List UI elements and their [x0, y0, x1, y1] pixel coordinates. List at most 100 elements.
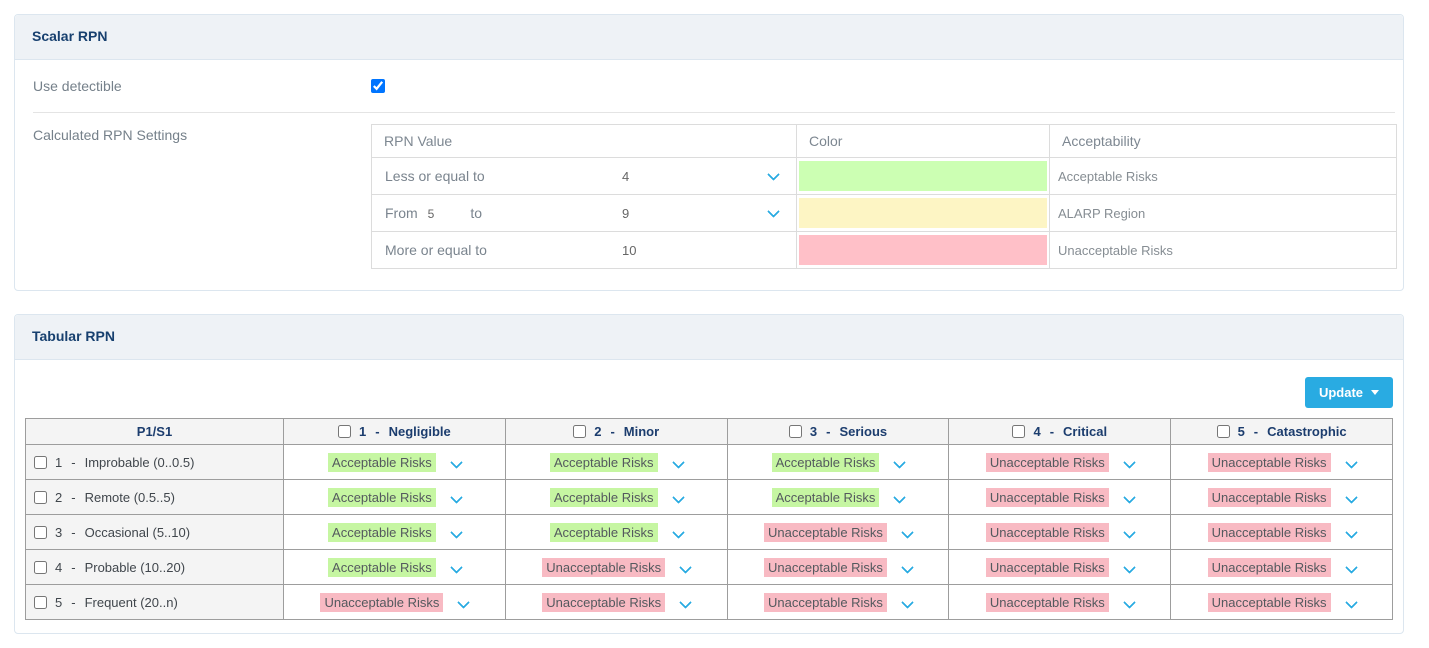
chevron-down-icon[interactable]	[901, 525, 914, 539]
use-detectible-label: Use detectible	[33, 78, 122, 94]
risk-badge[interactable]: Unacceptable Risks	[542, 557, 666, 577]
tabular-rpn-panel: Tabular RPN Update P1/S1 1- Negligible	[14, 314, 1404, 634]
chevron-down-icon[interactable]	[901, 560, 914, 574]
risk-badge[interactable]: Unacceptable Risks	[985, 592, 1109, 612]
risk-badge[interactable]: Acceptable Risks	[549, 452, 658, 472]
risk-badge[interactable]: Acceptable Risks	[771, 452, 880, 472]
row-select-checkbox[interactable]	[34, 490, 47, 504]
rpn-settings-table: RPN Value Color Acceptability Less or eq…	[371, 124, 1397, 269]
risk-badge[interactable]: Unacceptable Risks	[1207, 487, 1331, 507]
update-button-label: Update	[1318, 385, 1363, 400]
row-select-checkbox[interactable]	[34, 455, 47, 469]
color-swatch[interactable]	[799, 198, 1047, 228]
column-select-checkbox[interactable]	[788, 425, 802, 438]
update-button[interactable]: Update	[1304, 377, 1393, 408]
separator: -	[1049, 424, 1055, 439]
rpn-threshold-value[interactable]: 10	[622, 242, 637, 258]
matrix-cell: Unacceptable Risks	[1170, 514, 1393, 550]
risk-badge[interactable]: Unacceptable Risks	[542, 592, 666, 612]
chevron-down-icon[interactable]	[1122, 490, 1136, 504]
chevron-down-icon[interactable]	[767, 167, 780, 181]
risk-badge[interactable]: Unacceptable Risks	[764, 522, 887, 542]
matrix-row-probable: 4- Probable (10..20) Acceptable Risks Una…	[25, 549, 1393, 585]
row-select-checkbox[interactable]	[34, 525, 47, 539]
row-select-checkbox[interactable]	[34, 595, 47, 609]
risk-badge[interactable]: Acceptable Risks	[328, 487, 436, 507]
matrix-cell: Acceptable Risks	[726, 444, 950, 480]
chevron-down-icon[interactable]	[1122, 595, 1136, 609]
calculated-rpn-settings-label: Calculated RPN Settings	[33, 127, 188, 143]
risk-badge[interactable]: Unacceptable Risks	[985, 557, 1109, 577]
chevron-down-icon[interactable]	[901, 595, 914, 609]
settings-row-more-or-equal: More or equal to 10 Unacceptable Risks	[371, 231, 1397, 269]
chevron-down-icon[interactable]	[449, 525, 463, 539]
chevron-down-icon[interactable]	[679, 595, 693, 609]
chevron-down-icon[interactable]	[1344, 595, 1358, 609]
chevron-down-icon[interactable]	[457, 595, 471, 609]
risk-badge[interactable]: Unacceptable Risks	[985, 522, 1109, 542]
chevron-down-icon[interactable]	[449, 560, 463, 574]
separator: -	[71, 559, 76, 575]
risk-badge[interactable]: Unacceptable Risks	[1207, 592, 1331, 612]
risk-badge[interactable]: Unacceptable Risks	[764, 592, 887, 612]
matrix-cell: Acceptable Risks	[504, 479, 728, 515]
calculated-rpn-settings-row: Calculated RPN Settings RPN Value Color …	[33, 113, 1397, 290]
matrix-cell: Unacceptable Risks	[1170, 479, 1393, 515]
matrix-cell: Unacceptable Risks	[948, 549, 1172, 585]
risk-badge[interactable]: Acceptable Risks	[328, 522, 436, 542]
matrix-cell: Unacceptable Risks	[283, 584, 506, 620]
column-select-checkbox[interactable]	[1012, 425, 1026, 438]
chevron-down-icon[interactable]	[671, 525, 685, 539]
risk-badge[interactable]: Acceptable Risks	[328, 557, 436, 577]
column-select-checkbox[interactable]	[338, 425, 352, 438]
acceptability-column-header: Acceptability	[1049, 124, 1397, 158]
chevron-down-icon[interactable]	[1344, 560, 1358, 574]
column-header-negligible: 1- Negligible	[283, 418, 506, 445]
scalar-rpn-panel-header: Scalar RPN	[15, 15, 1403, 60]
matrix-cell: Acceptable Risks	[283, 479, 506, 515]
chevron-down-icon[interactable]	[1344, 455, 1358, 469]
risk-badge[interactable]: Unacceptable Risks	[1207, 557, 1331, 577]
risk-badge[interactable]: Acceptable Risks	[549, 522, 658, 542]
chevron-down-icon[interactable]	[893, 490, 907, 504]
color-swatch[interactable]	[799, 235, 1047, 265]
rpn-threshold-value[interactable]: 4	[622, 168, 630, 184]
chevron-down-icon[interactable]	[449, 490, 463, 504]
risk-badge[interactable]: Unacceptable Risks	[764, 557, 887, 577]
chevron-down-icon[interactable]	[1122, 455, 1136, 469]
chevron-down-icon[interactable]	[671, 490, 685, 504]
chevron-down-icon[interactable]	[1344, 490, 1358, 504]
matrix-cell: Unacceptable Risks	[504, 549, 728, 585]
risk-badge[interactable]: Unacceptable Risks	[985, 452, 1109, 472]
rpn-threshold-value[interactable]: 9	[622, 205, 630, 221]
chevron-down-icon[interactable]	[1344, 525, 1358, 539]
rpn-from-value[interactable]: 5	[427, 207, 435, 221]
chevron-down-icon[interactable]	[679, 560, 693, 574]
chevron-down-icon[interactable]	[1122, 560, 1136, 574]
matrix-cell: Unacceptable Risks	[948, 444, 1172, 480]
column-select-checkbox[interactable]	[573, 425, 587, 438]
chevron-down-icon[interactable]	[767, 204, 780, 218]
use-detectible-checkbox[interactable]	[371, 79, 385, 93]
matrix-row-improbable: 1- Improbable (0..0.5) Acceptable Risks A…	[25, 444, 1393, 480]
color-swatch[interactable]	[799, 161, 1047, 191]
risk-badge[interactable]: Acceptable Risks	[771, 487, 880, 507]
matrix-cell: Unacceptable Risks	[504, 584, 728, 620]
matrix-cell: Unacceptable Risks	[1170, 549, 1393, 585]
chevron-down-icon[interactable]	[893, 455, 907, 469]
risk-badge[interactable]: Acceptable Risks	[549, 487, 658, 507]
scalar-rpn-title: Scalar RPN	[32, 28, 108, 44]
chevron-down-icon[interactable]	[449, 455, 463, 469]
risk-badge[interactable]: Unacceptable Risks	[985, 487, 1109, 507]
matrix-cell: Unacceptable Risks	[948, 514, 1172, 550]
chevron-down-icon[interactable]	[1122, 525, 1136, 539]
chevron-down-icon[interactable]	[671, 455, 685, 469]
row-select-checkbox[interactable]	[34, 560, 47, 574]
risk-badge[interactable]: Unacceptable Risks	[320, 592, 444, 612]
risk-badge[interactable]: Unacceptable Risks	[1207, 522, 1331, 542]
tabular-toolbar: Update	[25, 360, 1393, 418]
matrix-cell: Unacceptable Risks	[726, 584, 950, 620]
risk-badge[interactable]: Unacceptable Risks	[1207, 452, 1331, 472]
risk-badge[interactable]: Acceptable Risks	[328, 452, 436, 472]
column-select-checkbox[interactable]	[1216, 425, 1230, 438]
